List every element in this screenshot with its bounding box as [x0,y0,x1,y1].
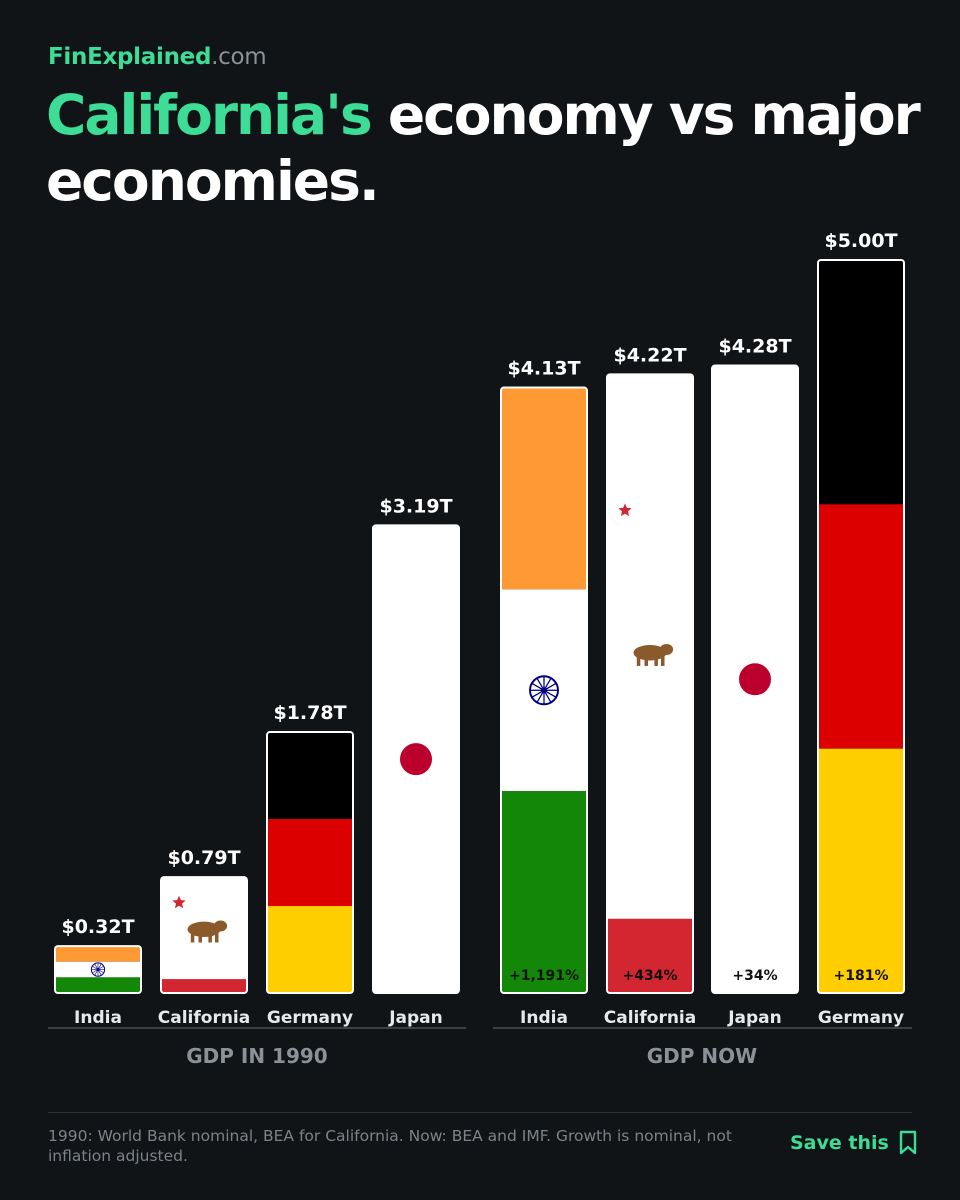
group-label: GDP IN 1990 [186,1044,327,1068]
india-green-band [501,791,587,993]
germany-black-band [818,260,904,505]
brand-logo: FinExplained.com [48,44,267,70]
india-saffron-band [55,946,141,962]
value-label: $0.79T [167,847,240,869]
bar-germany: $5.00T +181% Germany [817,230,905,1028]
germany-gold-band [267,906,353,993]
star-icon [618,503,632,517]
star-icon [172,895,186,909]
india-saffron-band [501,387,587,590]
group-label: GDP NOW [647,1044,757,1068]
title-highlight: California's [46,83,373,147]
value-label: $4.28T [718,336,791,358]
footer-divider [48,1112,912,1113]
bar-outline [500,386,588,994]
category-label: Germany [818,1008,904,1028]
bar-outline [711,364,799,994]
bar-outline [606,373,694,994]
rising-sun-icon [739,663,771,696]
bear-icon [187,920,228,943]
bar-outline [160,876,248,994]
value-label: $1.78T [273,702,346,724]
california-red-stripe [607,918,693,993]
bar-germany: $1.78T Germany [266,702,354,1028]
flag-india [55,946,141,994]
bar-india: $0.32T India [54,916,142,1028]
flag-germany [267,732,353,993]
category-label: Japan [727,1008,782,1028]
growth-label: +34% [732,968,777,984]
category-label: California [604,1008,696,1028]
bar-california: $4.22T +434% California [604,344,696,1028]
rising-sun-icon [400,743,432,776]
california-red-stripe [161,979,247,993]
bar-outline [54,945,142,995]
category-label: Germany [267,1008,353,1028]
flag-japan [373,525,459,993]
california-white-field [607,374,693,993]
bear-icon [633,643,674,666]
source-note: 1990: World Bank nominal, BEA for Califo… [48,1127,732,1165]
bar-outline [372,524,460,994]
value-label: $4.22T [613,344,686,366]
category-label: Japan [388,1008,443,1028]
flag-germany [818,260,904,993]
brand-domain: .com [211,44,267,70]
india-green-band [55,977,141,994]
germany-red-band [267,819,353,907]
bar-japan: $4.28T +34% Japan [711,336,799,1028]
save-label: Save this [790,1132,889,1154]
save-button[interactable]: Save this [790,1130,917,1156]
flag-california [161,877,247,993]
flag-india [501,387,587,993]
flag-japan [712,365,798,993]
bar-california: $0.79T California [158,847,250,1028]
value-label: $0.32T [61,916,134,938]
value-label: $5.00T [824,230,897,252]
chart-group-now: $4.13T+1,191%India$4.22T+434%California$… [493,230,912,1068]
category-label: India [74,1008,122,1028]
page-title: California's economy vs major economies. [46,82,926,214]
bar-outline [266,731,354,994]
growth-label: +1,191% [509,968,579,984]
germany-gold-band [818,748,904,993]
bar-outline [817,259,905,994]
germany-red-band [818,504,904,749]
bar-india: $4.13T +1,191% India [500,358,588,1028]
category-label: California [158,1008,250,1028]
value-label: $3.19T [379,495,452,517]
bookmark-icon [899,1130,917,1155]
germany-black-band [267,732,353,820]
chart-group-1990: $0.32T India $0.79T California $1.78T Germany… [48,495,466,1068]
flag-california [607,374,693,993]
category-label: India [520,1008,568,1028]
growth-label: +181% [834,968,889,984]
brand-name: FinExplained [48,44,212,70]
bar-japan: $3.19T Japan [372,495,460,1028]
value-label: $4.13T [507,358,580,380]
title-rest: economy vs major economies. [46,83,921,213]
growth-label: +434% [623,968,678,984]
